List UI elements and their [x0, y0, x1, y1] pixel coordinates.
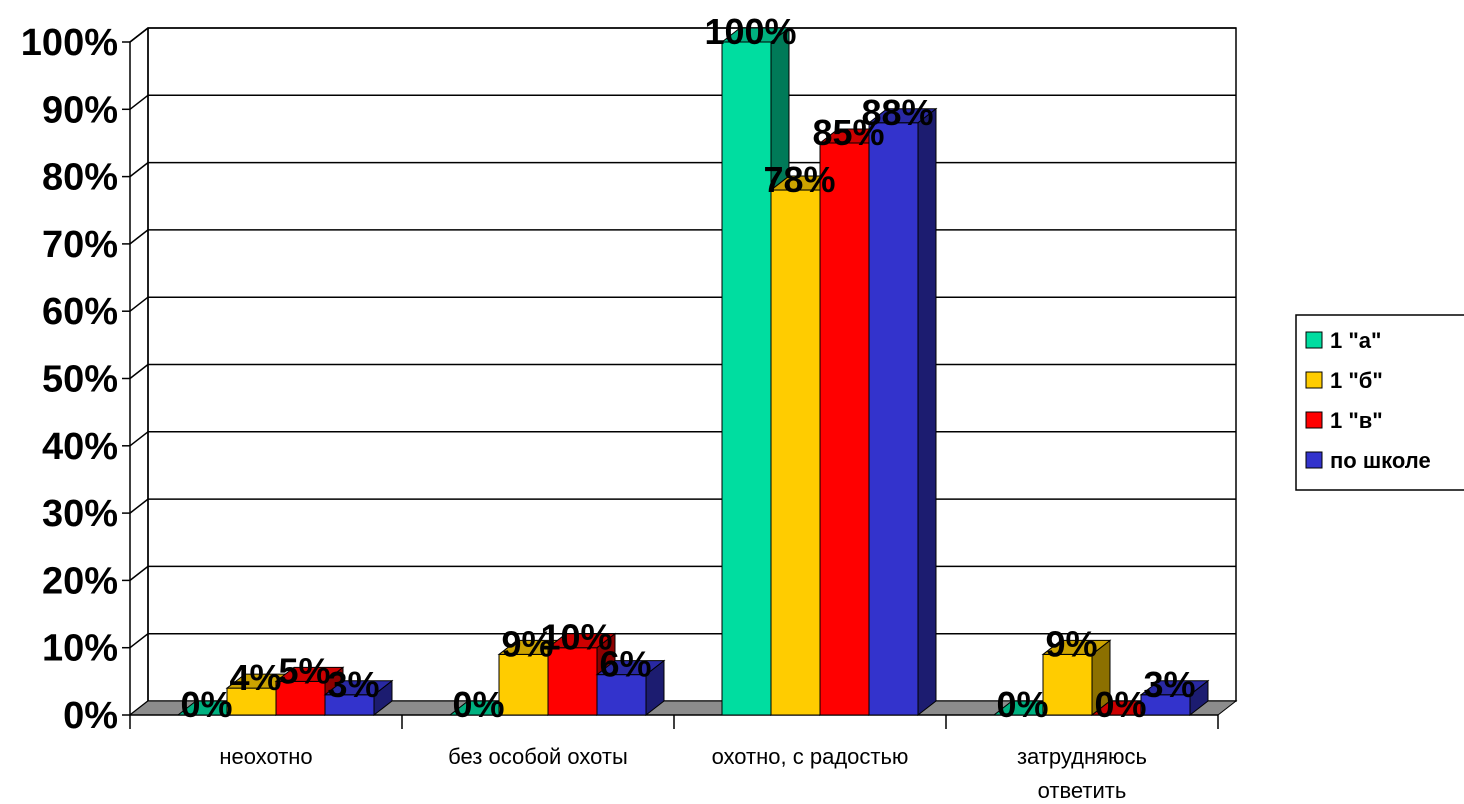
y-tick-label: 60%: [42, 291, 118, 333]
y-tick-label: 50%: [42, 359, 118, 401]
data-label: 78%: [763, 159, 835, 200]
gridline-side: [129, 633, 149, 649]
bar-top: [1041, 639, 1112, 655]
legend-label: 1 "а": [1330, 328, 1381, 353]
gridline-side: [129, 498, 149, 514]
bar: [595, 659, 666, 717]
bar-top: [595, 660, 666, 676]
legend-box: [1295, 314, 1464, 491]
gridlines: [129, 27, 1236, 716]
legend-swatch: [1305, 411, 1323, 429]
category-label: неохотно: [219, 744, 312, 769]
legend-label: по школе: [1330, 448, 1431, 473]
data-label: 4%: [229, 657, 281, 698]
legend-label: 1 "в": [1330, 408, 1383, 433]
gridline-side: [129, 565, 149, 581]
y-tick-label: 100%: [21, 22, 118, 64]
data-label: 0%: [996, 684, 1048, 725]
gridline-side: [129, 229, 149, 245]
y-tick-label: 0%: [63, 695, 118, 737]
bar-side: [917, 107, 937, 717]
data-label: 5%: [278, 650, 330, 691]
bar-top: [546, 633, 617, 649]
category-label: охотно, с радостью: [712, 744, 909, 769]
bar-top: [1139, 680, 1210, 696]
bar-top: [867, 108, 938, 124]
data-label: 85%: [812, 112, 884, 153]
data-label: 0%: [180, 684, 232, 725]
data-label: 0%: [1094, 684, 1146, 725]
gridline-side: [129, 363, 149, 380]
bar-top: [323, 680, 394, 696]
bars: [176, 26, 1210, 717]
data-label: 100%: [704, 11, 796, 52]
y-tick-label: 80%: [42, 157, 118, 199]
y-axis-tick-labels: 0% 10% 20% 30% 40% 50% 60% 70% 80% 90% 100%: [21, 22, 118, 737]
x-axis-category-labels: неохотно без особой охоты охотно, с радост…: [219, 744, 1147, 803]
legend-item: 1 "б": [1305, 368, 1383, 393]
bar: [1139, 679, 1210, 717]
bar-front: [819, 142, 870, 716]
bar: [867, 107, 938, 717]
data-labels: 0%4%5%3% 0%9%10%6%100%78%85%88%0%9%0%3%: [180, 11, 1195, 725]
y-tick-label: 70%: [42, 224, 118, 266]
gridline-side: [129, 162, 149, 178]
bar-front: [596, 674, 647, 716]
data-label: 9%: [1045, 623, 1097, 664]
bar-front: [547, 647, 598, 716]
gridline-side: [129, 296, 149, 312]
bar-front: [275, 680, 326, 716]
data-label: 0%: [452, 684, 504, 725]
legend-item: 1 "в": [1305, 408, 1383, 433]
category-label: ответить: [1038, 778, 1127, 803]
y-tick-label: 90%: [42, 89, 118, 131]
y-tick-label: 40%: [42, 426, 118, 468]
bar: [323, 679, 394, 717]
data-label: 88%: [861, 92, 933, 133]
data-label: 3%: [327, 664, 379, 705]
legend-item: 1 "а": [1305, 328, 1381, 353]
gridline-side: [129, 94, 149, 110]
bar-front: [721, 41, 772, 716]
bar-front: [226, 687, 277, 716]
bar-front: [770, 189, 821, 716]
y-tick-label: 30%: [42, 493, 118, 535]
data-label: 9%: [501, 623, 553, 664]
legend: 1 "а" 1 "б" 1 "в" по школе: [1295, 314, 1464, 491]
data-label: 3%: [1143, 664, 1195, 705]
legend-swatch: [1305, 451, 1323, 469]
bar-front: [868, 122, 919, 716]
bar-top: [274, 666, 345, 682]
data-label: 6%: [599, 644, 651, 685]
bar-top: [720, 27, 791, 43]
legend-swatch: [1305, 331, 1323, 349]
legend-label: 1 "б": [1330, 368, 1383, 393]
y-tick-label: 20%: [42, 560, 118, 602]
y-tick-label: 10%: [42, 628, 118, 670]
legend-item: по школе: [1305, 448, 1431, 473]
top-wall-edge: [129, 27, 149, 43]
legend-swatch: [1305, 371, 1323, 389]
data-label: 10%: [540, 617, 612, 658]
category-label: затрудняюсь: [1017, 744, 1147, 769]
category-label: без особой охоты: [448, 744, 628, 769]
gridline-side: [129, 431, 149, 447]
bar: [1041, 639, 1112, 717]
